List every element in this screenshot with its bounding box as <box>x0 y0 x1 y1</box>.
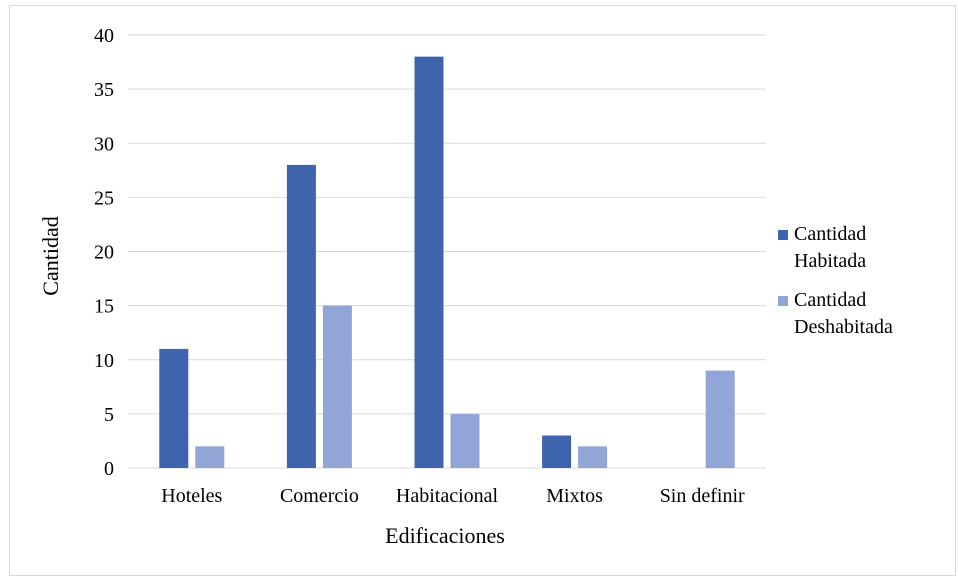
x-tick-label: Habitacional <box>396 485 499 507</box>
x-tick-label: Mixtos <box>546 485 603 507</box>
legend-label: Deshabitada <box>794 316 893 338</box>
y-axis-label: Cantidad <box>38 216 63 295</box>
y-tick-label: 40 <box>94 25 114 47</box>
x-tick-label: Comercio <box>280 485 359 507</box>
bar-habitada-3 <box>542 435 572 468</box>
x-axis-label: Edificaciones <box>385 523 505 548</box>
bar-deshabitada-3 <box>578 446 608 468</box>
legend-label: Habitada <box>794 250 866 272</box>
y-tick-label: 20 <box>94 242 114 264</box>
bar-deshabitada-4 <box>705 370 735 468</box>
bar-habitada-2 <box>414 56 444 469</box>
x-tick-label: Sin definir <box>660 485 745 507</box>
legend-label: Cantidad <box>794 289 866 311</box>
bar-habitada-0 <box>159 348 189 468</box>
bar-habitada-1 <box>286 164 316 468</box>
bar-deshabitada-0 <box>195 446 225 468</box>
y-tick-label: 10 <box>94 350 114 372</box>
y-tick-label: 35 <box>94 79 114 101</box>
bars <box>159 56 735 469</box>
y-tick-label: 5 <box>104 404 114 426</box>
bar-chart: 0 5 10 15 20 25 30 35 40 Hoteles Comercio Habitaci… <box>38 25 893 548</box>
bar-deshabitada-2 <box>450 413 480 468</box>
x-tick-labels: Hoteles Comercio Habitacional Mixtos Sin def… <box>161 485 745 507</box>
y-tick-label: 30 <box>94 133 114 155</box>
legend-label: Cantidad <box>794 223 866 245</box>
legend: Cantidad Habitada Cantidad Deshabitada <box>778 223 893 338</box>
y-tick-label: 0 <box>104 458 114 480</box>
legend-swatch <box>778 230 788 240</box>
y-tick-label: 25 <box>94 187 114 209</box>
legend-swatch <box>778 296 788 306</box>
gridlines <box>128 34 766 469</box>
x-tick-label: Hoteles <box>161 485 222 507</box>
y-tick-labels: 0 5 10 15 20 25 30 35 40 <box>94 25 114 480</box>
bar-deshabitada-1 <box>322 305 352 468</box>
y-tick-label: 15 <box>94 296 114 318</box>
chart-frame: 0 5 10 15 20 25 30 35 40 Hoteles Comercio Habitaci… <box>9 5 956 576</box>
